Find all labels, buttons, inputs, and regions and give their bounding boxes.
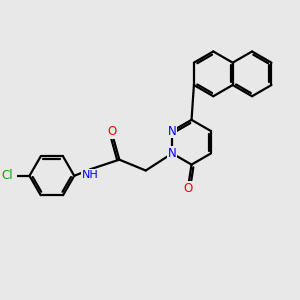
Text: O: O [107, 125, 116, 138]
Text: N: N [168, 124, 176, 137]
Text: O: O [184, 182, 193, 195]
Text: N: N [168, 147, 176, 160]
Text: NH: NH [81, 169, 98, 180]
Text: Cl: Cl [1, 169, 13, 182]
